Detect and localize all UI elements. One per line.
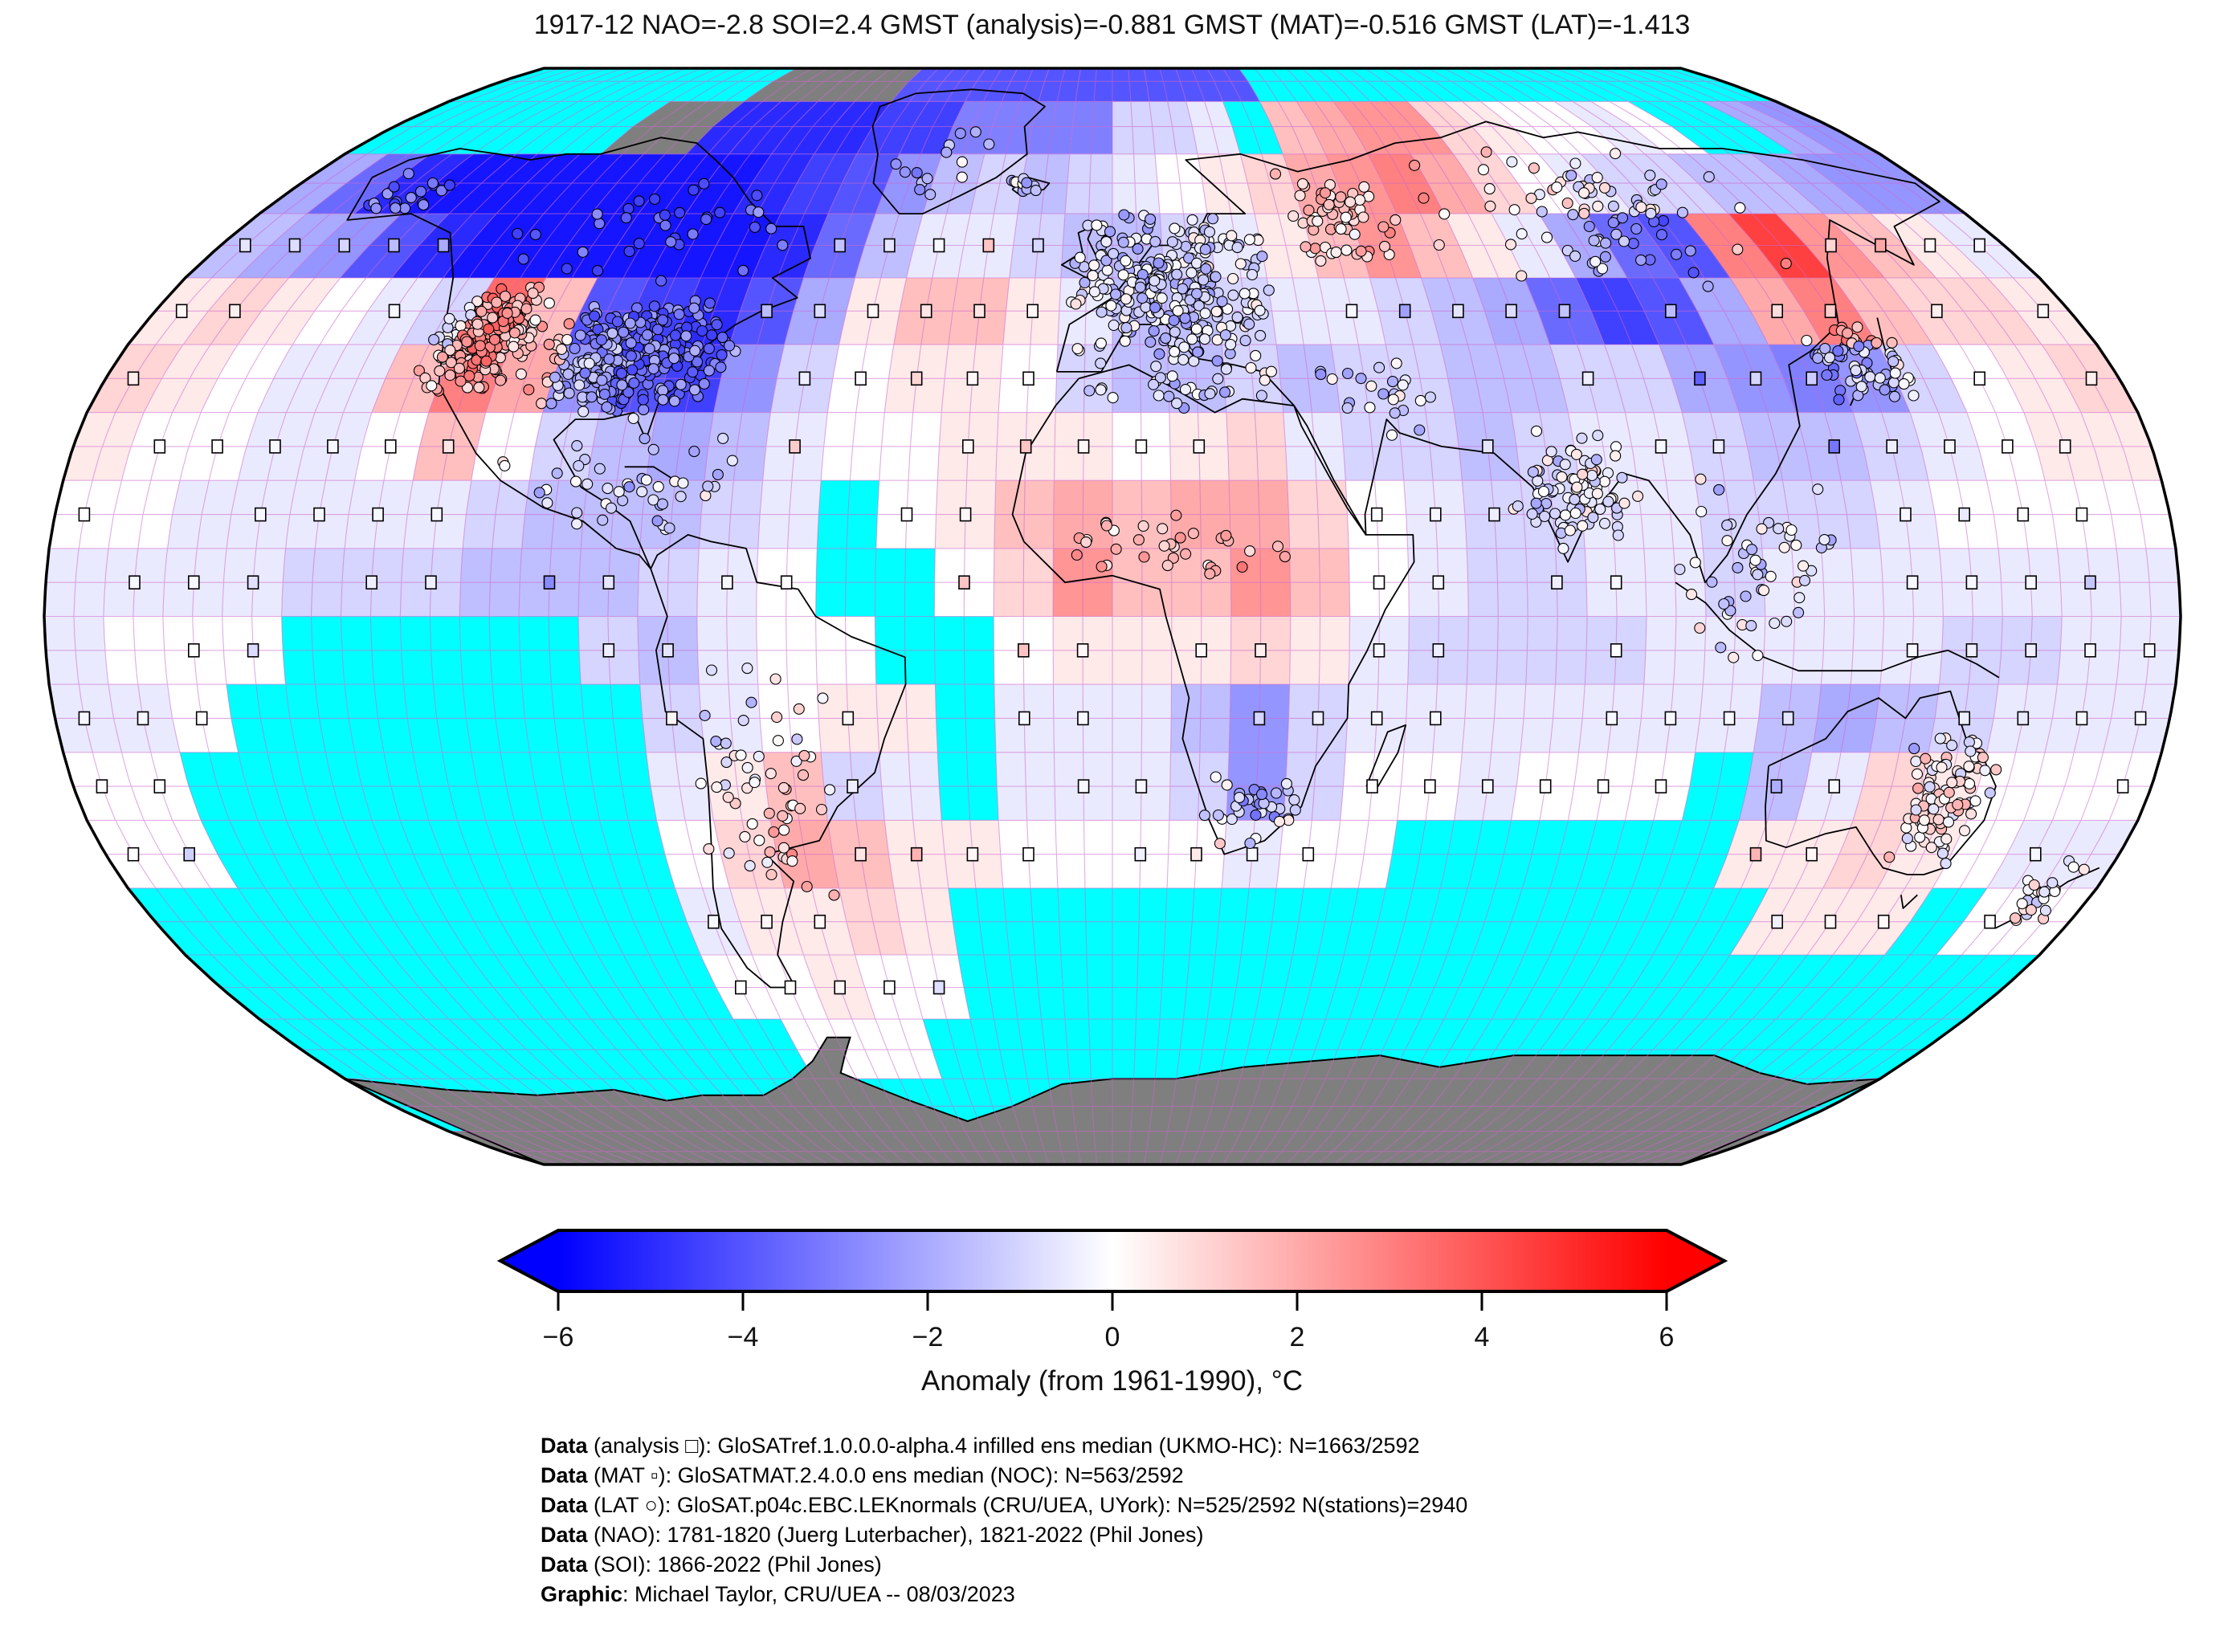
footnote-line: Data (MAT ▫): GloSATMAT.2.4.0.0 ens medi… (541, 1463, 1184, 1487)
colorbar-axis-label: Anomaly (from 1961-1990), °C (920, 1365, 1304, 1397)
footnote-line: Data (analysis □): GloSATref.1.0.0.0-alp… (541, 1434, 1420, 1458)
colorbar-tick-label: 2 (1290, 1322, 1305, 1352)
footnote-line: Data (LAT ○): GloSAT.p04c.EBC.LEKnormals… (541, 1493, 1468, 1517)
footnote-line: Data (NAO): 1781-1820 (Juerg Luterbacher… (541, 1523, 1204, 1547)
colorbar-tick-label: 6 (1659, 1322, 1675, 1352)
figure-title: 1917-12 NAO=-2.8 SOI=2.4 GMST (analysis)… (533, 10, 1691, 40)
colorbar-tick-label: −4 (728, 1322, 759, 1352)
footnote-line: Graphic: Michael Taylor, CRU/UEA -- 08/0… (541, 1582, 1015, 1606)
colorbar-tick-label: 0 (1105, 1322, 1120, 1352)
world-map (44, 68, 2181, 1165)
colorbar: −6 −4 −2 0 2 4 6 (496, 1229, 1728, 1352)
colorbar-tick-label: −6 (543, 1322, 574, 1352)
colorbar-tick-label: 4 (1475, 1322, 1490, 1352)
coastlines (346, 88, 2100, 989)
map-outline (43, 67, 2182, 1166)
footnote-line: Data (SOI): 1866-2022 (Phil Jones) (541, 1552, 882, 1577)
colorbar-tick-label: −2 (912, 1322, 944, 1352)
figure-footnotes: Data (analysis □): GloSATref.1.0.0.0-alp… (541, 1431, 1467, 1609)
mat-analysis-square-markers (78, 238, 2156, 995)
station-circle-markers (363, 126, 2090, 926)
